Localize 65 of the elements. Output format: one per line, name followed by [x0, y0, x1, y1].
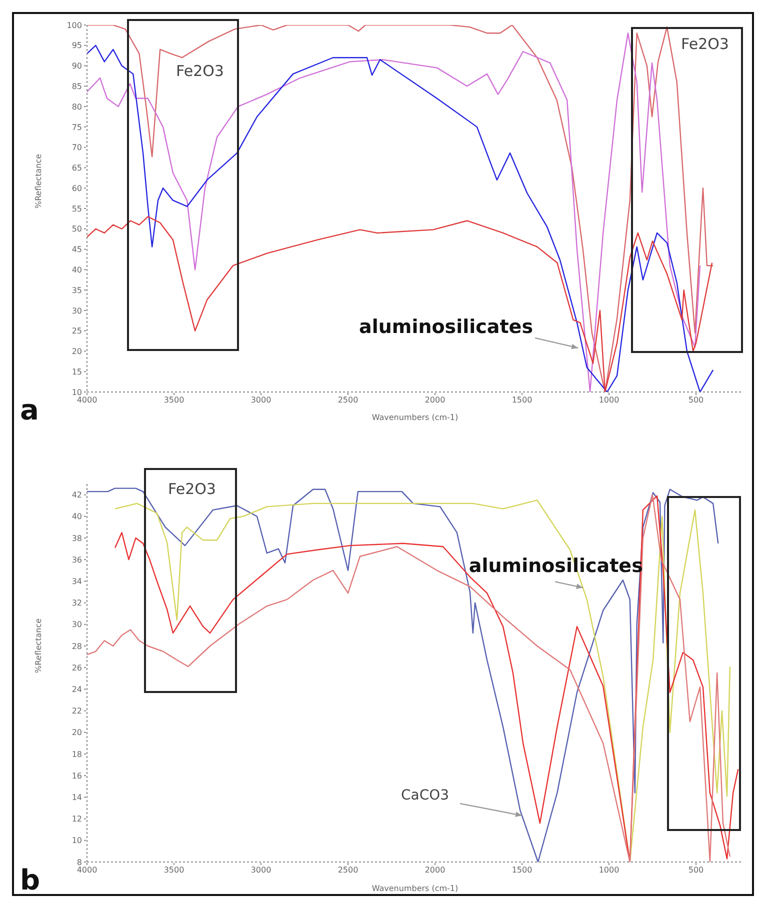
x-tick-label: 1000: [598, 866, 620, 875]
y-tick-label: 40: [72, 266, 82, 275]
y-tick-label: 30: [72, 306, 82, 316]
y-tick-label: 60: [72, 184, 82, 193]
y-tick-label: 50: [72, 224, 82, 234]
y-tick-label: 90: [72, 62, 82, 71]
annotation: CaCO3: [400, 787, 450, 804]
y-tick-label: 18: [72, 750, 82, 759]
y-tick-label: 30: [72, 620, 82, 630]
x-tick-label: 2500: [338, 396, 358, 405]
x-tick-label: 2000: [424, 866, 446, 875]
x-tick-label: 3000: [250, 396, 272, 405]
y-tick-label: 26: [72, 663, 82, 672]
x-tick-label: 2000: [424, 396, 446, 405]
y-tick-label: 16: [72, 771, 82, 780]
y-tick-label: 34: [72, 577, 82, 586]
y-tick-label: 70: [72, 143, 82, 152]
x-tick-label: 3500: [164, 396, 184, 405]
y-tick-label: 10: [72, 388, 82, 397]
x-tick-label: 2500: [338, 866, 358, 875]
y-tick-label: 20: [72, 728, 82, 738]
y-tick-label: 10: [72, 836, 82, 846]
y-tick-label: 35: [72, 286, 82, 295]
x-tick-label: 1500: [512, 396, 532, 405]
y-tick-label: 45: [72, 245, 82, 254]
y-axis-title: %Reflectance: [34, 154, 43, 208]
y-tick-label: 24: [72, 685, 82, 694]
y-tick-label: 25: [72, 326, 82, 336]
line-series: [87, 216, 713, 392]
text: b: [20, 864, 40, 897]
y-tick-label: 14: [72, 793, 82, 802]
y-tick-label: 95: [72, 41, 82, 50]
x-tick-label: 4000: [76, 866, 98, 875]
text: a: [20, 394, 39, 427]
y-tick-label: 100: [66, 20, 82, 30]
y-tick-label: 20: [72, 347, 82, 356]
y-tick-label: 75: [72, 122, 82, 132]
x-tick-label: 1000: [598, 396, 620, 405]
y-tick-label: 15: [72, 367, 82, 376]
y-tick-label: 55: [72, 204, 82, 214]
x-tick-label: 500: [688, 866, 704, 875]
x-tick-label: 500: [688, 396, 704, 405]
annotation: aluminosilicates: [359, 316, 534, 338]
y-tick-label: 85: [72, 82, 82, 92]
y-tick-label: 65: [72, 164, 82, 173]
y-tick-label: 40: [72, 512, 82, 522]
x-axis-title: Wavenumbers (cm-1): [372, 884, 458, 893]
x-tick-label: 4000: [76, 396, 98, 405]
y-tick-label: 8: [76, 858, 82, 867]
x-tick-label: 3000: [250, 866, 272, 875]
x-axis-title: Wavenumbers (cm-1): [372, 413, 458, 422]
y-tick-label: 80: [72, 102, 82, 112]
y-tick-label: 32: [72, 598, 82, 608]
y-tick-label: 22: [72, 706, 82, 716]
y-tick-label: 28: [72, 642, 82, 651]
y-tick-label: 36: [72, 555, 82, 564]
y-tick-label: 38: [72, 534, 82, 543]
x-tick-label: 3500: [164, 866, 184, 875]
y-tick-label: 12: [72, 814, 82, 824]
y-tick-label: 42: [72, 490, 82, 500]
y-axis-title: %Reflectance: [34, 618, 43, 673]
annotation: Fe2O3: [176, 62, 224, 80]
annotation: Fe2O3: [681, 35, 729, 54]
annotation: Fe2O3: [168, 480, 216, 498]
x-tick-label: 1500: [512, 866, 532, 875]
